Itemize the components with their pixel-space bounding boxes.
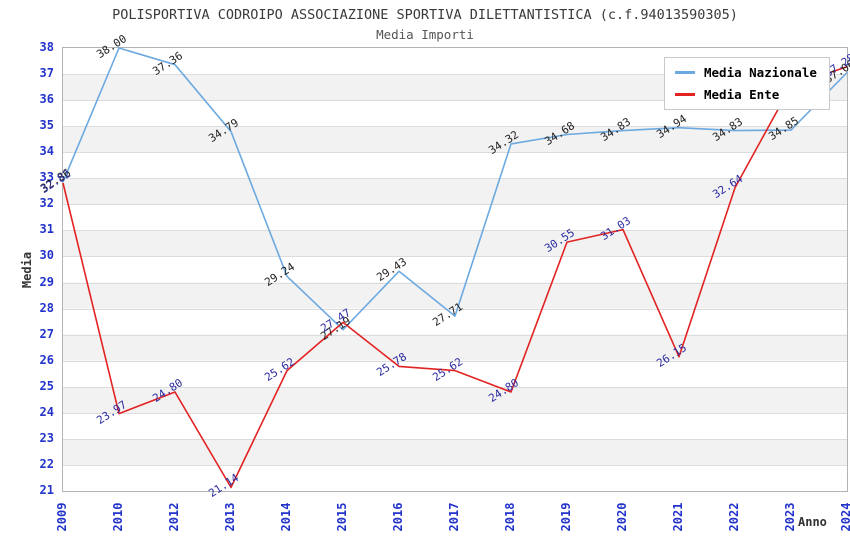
gridline — [63, 74, 847, 76]
gridline — [63, 360, 847, 362]
y-tick-label: 31 — [39, 222, 54, 237]
x-tick-label: 2023 — [783, 502, 797, 532]
gridline — [63, 152, 847, 154]
x-tick-label: 2020 — [615, 502, 629, 532]
legend-swatch — [675, 93, 695, 96]
gridline — [63, 412, 847, 414]
x-tick-label: 2022 — [727, 502, 741, 532]
y-tick-label: 35 — [39, 118, 54, 133]
x-tick-label: 2015 — [335, 502, 349, 532]
gridline — [63, 126, 847, 128]
x-tick-label: 2017 — [447, 502, 461, 532]
y-tick-label: 22 — [39, 456, 54, 471]
gridline — [63, 386, 847, 388]
y-tick-label: 26 — [39, 352, 54, 367]
x-tick-label: 2018 — [503, 502, 517, 532]
plot-area: 32.86 38.00 37.36 34.79 29.24 27.19 29.43 27.71… — [38, 32, 850, 500]
gridline — [63, 256, 847, 258]
x-tick-label: 2019 — [559, 502, 573, 532]
legend-swatch — [675, 71, 695, 74]
legend: Media Nazionale Media Ente — [664, 57, 830, 110]
gridline — [63, 464, 847, 466]
gridline — [63, 100, 847, 102]
legend-item: Media Ente — [675, 87, 817, 102]
gridline — [63, 438, 847, 440]
y-tick-label: 34 — [39, 144, 54, 159]
gridline — [63, 230, 847, 232]
chart-subtitle: Media Importi — [376, 27, 474, 42]
y-tick-label: 25 — [39, 378, 54, 393]
y-tick-label: 37 — [39, 66, 54, 81]
x-tick-label: 2010 — [111, 502, 125, 532]
gridline — [63, 308, 847, 310]
x-tick-label: 2016 — [391, 502, 405, 532]
y-tick-label: 30 — [39, 248, 54, 263]
y-tick-label: 27 — [39, 326, 54, 341]
y-tick-label: 28 — [39, 300, 54, 315]
y-tick-label: 38 — [39, 40, 54, 54]
y-tick-label: 29 — [39, 274, 54, 289]
gridline — [63, 178, 847, 180]
x-tick-label: 2012 — [167, 502, 181, 532]
x-tick-label: 2014 — [279, 502, 293, 532]
chart-title: POLISPORTIVA CODROIPO ASSOCIAZIONE SPORT… — [112, 7, 738, 23]
plot-svg — [62, 47, 848, 489]
legend-label: Media Nazionale — [704, 65, 817, 80]
y-tick-label: 33 — [39, 170, 54, 185]
y-tick-label: 32 — [39, 196, 54, 211]
x-tick-label: 2024 — [839, 502, 850, 532]
gridline — [63, 204, 847, 206]
x-tick-label: 2009 — [55, 502, 69, 532]
gridline — [63, 334, 847, 336]
x-tick-label: 2013 — [223, 502, 237, 532]
series-line-ente — [62, 66, 848, 489]
y-tick-label: 21 — [39, 483, 54, 497]
gridline — [63, 282, 847, 284]
series-line-nazionale — [62, 47, 848, 331]
y-tick-label: 36 — [39, 92, 54, 107]
y-tick-label: 23 — [39, 430, 54, 445]
x-axis-title: Anno — [798, 515, 827, 529]
y-tick-label: 24 — [39, 404, 54, 419]
legend-item: Media Nazionale — [675, 65, 817, 80]
x-tick-label: 2021 — [671, 502, 685, 532]
legend-label: Media Ente — [704, 87, 780, 102]
